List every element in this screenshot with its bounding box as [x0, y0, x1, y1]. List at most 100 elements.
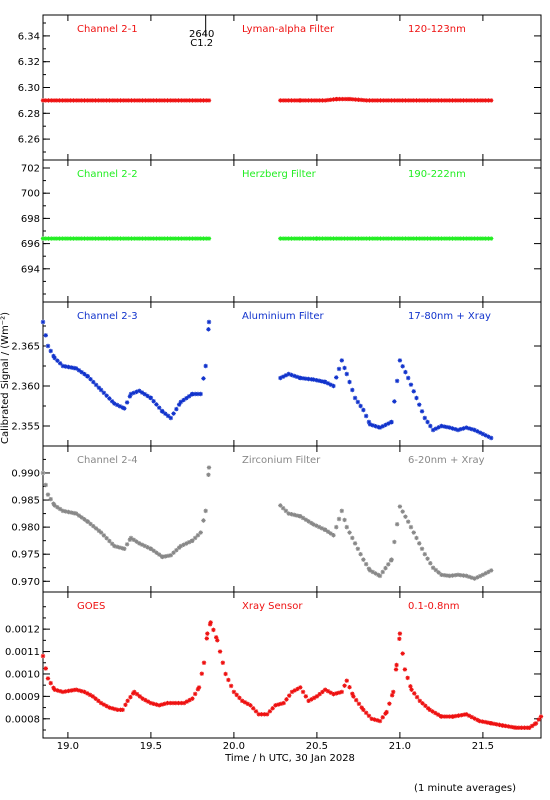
data-point	[466, 98, 472, 103]
data-point	[51, 685, 56, 690]
data-point	[154, 550, 159, 555]
data-point	[281, 700, 286, 706]
data-point	[480, 98, 486, 103]
x-axis-ticks: 19.0 19.5 20.0 20.5 21.0 21.5	[57, 741, 494, 752]
data-point	[389, 419, 394, 425]
data-point	[123, 236, 129, 241]
data-point	[458, 427, 463, 432]
data-point	[98, 236, 104, 241]
data-point	[480, 572, 486, 577]
data-point	[503, 723, 508, 729]
data-point	[192, 391, 198, 397]
data-point	[203, 508, 208, 514]
data-point	[280, 374, 286, 379]
data-point	[367, 98, 372, 103]
data-point	[107, 705, 112, 710]
data-point	[76, 98, 82, 103]
data-point	[300, 98, 306, 103]
data-point	[447, 573, 452, 579]
data-point	[472, 576, 477, 581]
data-point	[292, 512, 297, 518]
data-point	[417, 98, 422, 103]
data-point	[289, 372, 294, 378]
data-point	[45, 676, 51, 681]
data-point	[124, 542, 130, 547]
data-point	[98, 387, 104, 393]
data-point	[351, 694, 356, 699]
data-point	[184, 98, 190, 103]
data-point	[192, 535, 198, 541]
data-point	[168, 700, 173, 706]
data-point	[201, 660, 207, 665]
data-point	[472, 716, 477, 721]
data-point	[472, 98, 477, 103]
data-point	[300, 236, 305, 241]
data-point	[93, 696, 98, 701]
data-point	[173, 98, 178, 103]
data-point	[204, 98, 209, 103]
panel-band-label: 190-222nm	[408, 169, 466, 180]
data-point	[118, 236, 123, 241]
data-point	[420, 701, 425, 706]
data-point	[234, 692, 239, 698]
data-point	[90, 236, 95, 241]
data-point	[190, 696, 195, 701]
y-tick-label: 0.975	[11, 550, 40, 561]
data-point	[466, 236, 472, 241]
data-point	[294, 236, 300, 241]
data-point	[363, 413, 369, 419]
y-tick-label: 0.0009	[5, 692, 40, 703]
data-point	[414, 236, 419, 241]
data-point	[190, 391, 195, 397]
data-point	[477, 236, 483, 241]
data-point	[392, 236, 397, 241]
data-point	[320, 689, 325, 695]
data-point	[91, 524, 96, 529]
data-point	[65, 98, 71, 103]
data-point	[328, 236, 333, 241]
data-point	[154, 98, 159, 103]
data-point	[345, 236, 350, 241]
series	[40, 98, 212, 103]
data-point	[199, 671, 205, 676]
data-point	[381, 236, 386, 241]
data-point	[171, 411, 176, 416]
data-point	[85, 374, 91, 379]
data-point	[439, 423, 444, 429]
data-point	[137, 236, 143, 241]
data-point	[45, 343, 51, 349]
data-point	[122, 546, 127, 551]
data-point	[240, 698, 245, 704]
data-point	[96, 528, 102, 533]
data-point	[173, 700, 178, 706]
data-point	[477, 430, 483, 435]
data-point	[159, 98, 165, 103]
data-point	[43, 482, 48, 488]
data-point	[475, 717, 480, 723]
data-point	[157, 703, 162, 708]
data-point	[519, 725, 524, 730]
data-point	[286, 371, 291, 377]
data-point	[131, 390, 136, 396]
data-point	[311, 98, 317, 103]
data-point	[87, 236, 93, 241]
data-point	[308, 236, 314, 241]
data-point	[317, 691, 322, 697]
data-point	[342, 517, 347, 523]
data-point	[430, 98, 436, 103]
data-point	[121, 236, 126, 241]
data-point	[129, 98, 134, 103]
data-point	[122, 406, 127, 411]
data-point	[151, 548, 156, 553]
data-point	[331, 236, 336, 241]
data-point	[132, 236, 137, 241]
data-point	[464, 712, 469, 717]
data-point	[419, 409, 425, 414]
data-point	[406, 375, 411, 381]
data-point	[165, 413, 171, 419]
data-point	[389, 236, 394, 241]
data-point	[154, 236, 159, 241]
data-point	[40, 98, 46, 103]
data-point	[358, 236, 364, 241]
data-point	[303, 98, 309, 103]
